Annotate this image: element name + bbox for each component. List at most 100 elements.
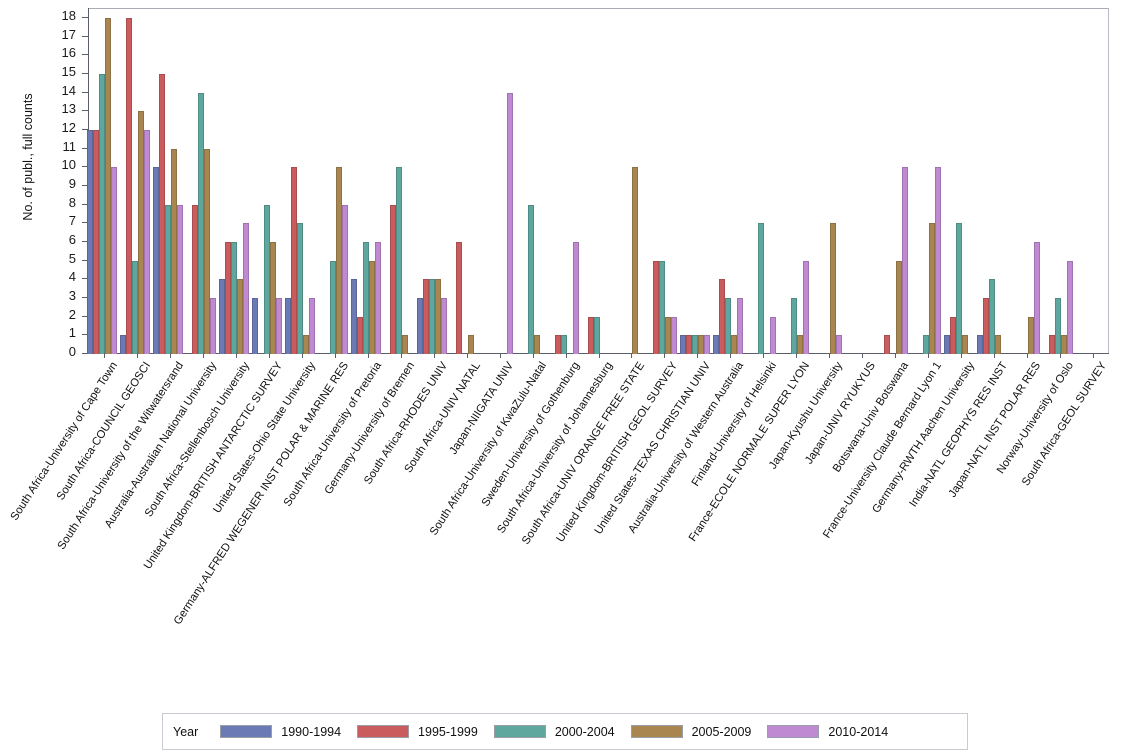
bar	[593, 316, 600, 354]
legend-title: Year	[173, 724, 199, 739]
legend-item[interactable]: 1990-1994	[220, 725, 341, 739]
bar	[961, 335, 968, 354]
bar	[976, 335, 983, 354]
bar-group	[647, 8, 678, 354]
x-tick-label: South Africa-UNIV ORANGE FREE STATE	[520, 180, 764, 547]
y-tick-mark	[82, 185, 88, 186]
y-tick-mark	[82, 166, 88, 168]
bar	[440, 298, 447, 354]
bar	[719, 279, 726, 354]
y-tick-mark	[82, 203, 88, 205]
x-tick-mark	[598, 353, 600, 358]
legend-item[interactable]: 2010-2014	[767, 725, 888, 739]
y-tick-label: 10	[61, 157, 76, 173]
bar-group	[350, 8, 381, 354]
y-tick-label: 1	[68, 325, 76, 341]
legend-label: 2010-2014	[828, 724, 889, 739]
bar	[356, 316, 363, 354]
bar-group	[318, 8, 349, 354]
bar	[680, 335, 687, 354]
legend-item[interactable]: 2000-2004	[493, 724, 615, 739]
x-tick-mark	[269, 353, 271, 358]
bar	[467, 335, 474, 354]
bar	[527, 204, 534, 354]
bar	[422, 279, 429, 354]
bar	[138, 111, 145, 354]
bar	[1048, 335, 1055, 354]
y-tick-mark	[82, 353, 88, 354]
bar	[659, 260, 666, 354]
bar-group	[812, 8, 843, 354]
bar	[204, 148, 211, 354]
bar	[632, 167, 639, 354]
y-tick-label: 13	[61, 101, 76, 117]
bar	[210, 298, 217, 354]
x-tick-mark	[861, 353, 863, 358]
y-tick-label: 15	[61, 64, 76, 79]
y-tick-label: 0	[68, 344, 76, 359]
bar	[342, 204, 349, 354]
bar-group	[186, 8, 217, 354]
legend-label: 2000-2004	[554, 724, 615, 739]
bar	[758, 223, 765, 354]
bar	[686, 335, 693, 354]
bar	[395, 167, 402, 354]
bar-group	[153, 8, 184, 354]
x-tick-mark	[1092, 353, 1094, 358]
y-tick-label: 7	[68, 213, 76, 229]
bar	[665, 316, 672, 354]
x-tick-mark	[302, 353, 304, 358]
x-tick-mark	[367, 353, 369, 358]
y-tick-label: 18	[61, 8, 76, 23]
x-tick-label-text: Japan-NIIGATA UNIV	[447, 360, 516, 457]
bar	[698, 335, 705, 354]
bar	[177, 204, 184, 354]
bar-group	[1010, 8, 1040, 354]
x-tick-mark	[960, 353, 962, 358]
bar	[219, 279, 226, 354]
x-tick-mark	[137, 353, 139, 358]
bar-group	[582, 8, 612, 354]
bar	[285, 298, 292, 354]
legend-swatch	[767, 725, 820, 738]
y-tick-mark	[82, 259, 88, 261]
bar	[692, 335, 699, 354]
x-tick-mark	[433, 353, 435, 358]
x-tick-mark	[499, 353, 501, 358]
bar	[836, 335, 843, 354]
legend-swatch	[220, 725, 273, 738]
bar-group	[549, 8, 579, 354]
bar	[192, 204, 199, 354]
bar	[350, 279, 357, 354]
x-tick-mark	[104, 353, 106, 358]
x-tick-label: France-ECOLE NORMALE SUPER LYON	[687, 183, 927, 544]
legend-swatch	[357, 725, 410, 738]
x-tick-mark	[829, 353, 831, 358]
bar	[955, 223, 962, 354]
x-tick-mark	[236, 353, 238, 358]
y-tick-label: 14	[61, 82, 76, 98]
bar	[297, 223, 304, 354]
y-tick-label: 17	[61, 26, 76, 42]
bar	[901, 167, 908, 354]
legend-label: 2005-2009	[691, 724, 752, 739]
y-tick-mark	[82, 54, 88, 56]
x-tick-mark	[927, 353, 929, 358]
bar	[165, 204, 172, 354]
bar	[949, 316, 956, 354]
bar-group	[878, 8, 908, 354]
x-tick-mark	[1026, 353, 1028, 358]
y-tick-label: 8	[68, 194, 76, 210]
bar	[704, 335, 711, 354]
y-tick-mark	[82, 73, 88, 74]
bar	[1027, 316, 1034, 354]
legend-item[interactable]: 2005-2009	[630, 724, 752, 739]
bar	[922, 335, 929, 354]
bar-group	[976, 8, 1007, 354]
bar	[830, 223, 837, 354]
bar	[883, 335, 890, 354]
legend-item[interactable]: 1995-1999	[357, 725, 478, 739]
bar-group	[219, 8, 250, 354]
y-tick-mark	[82, 222, 88, 224]
